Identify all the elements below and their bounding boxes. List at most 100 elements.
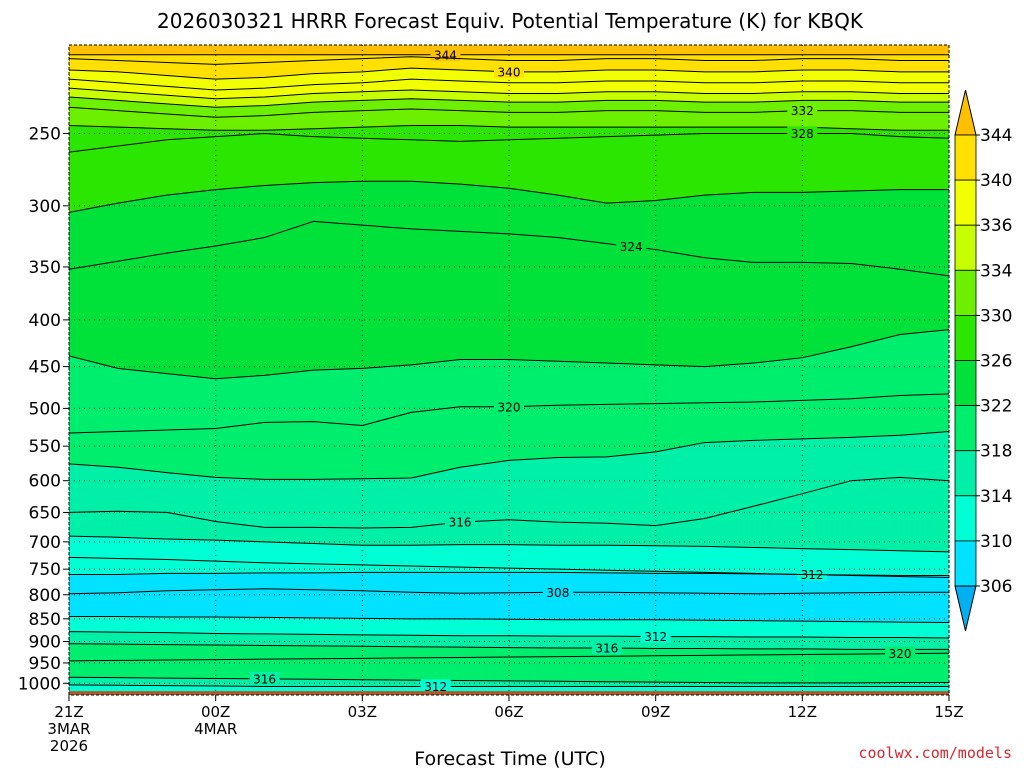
band-fill — [69, 653, 949, 683]
colorbar-label: 334 — [980, 261, 1012, 281]
contour-line — [69, 631, 949, 639]
x-tick-label: 09Z — [641, 703, 670, 721]
colorbar-swatch — [954, 540, 977, 587]
contour-label: 340 — [498, 65, 521, 79]
colorbar-swatch — [954, 495, 977, 542]
contour-line — [69, 329, 949, 380]
band-fill — [69, 477, 949, 552]
x-tick-label: 00Z — [201, 703, 230, 721]
contour-line — [69, 56, 949, 65]
colorbar-label: 314 — [980, 487, 1012, 507]
band-fill — [69, 79, 949, 99]
y-axis: 2503003504004505005506006507007508008509… — [18, 124, 69, 694]
contour-label-bg — [494, 64, 524, 78]
colorbar-label: 330 — [980, 306, 1012, 326]
band-fill — [69, 107, 949, 131]
band-fill — [69, 181, 949, 276]
band-fill — [69, 133, 949, 213]
colorbar-swatch — [954, 314, 977, 361]
colorbar-label: 310 — [980, 532, 1012, 552]
x-axis-label: Forecast Time (UTC) — [414, 748, 605, 768]
colorbar-label: 306 — [980, 577, 1012, 597]
y-tick-label: 550 — [29, 437, 61, 457]
band-fill — [69, 393, 949, 480]
colorbar-label: 318 — [980, 442, 1012, 462]
colorbar-swatch — [954, 360, 977, 406]
x-tick-label: 12Z — [788, 703, 817, 721]
contour-label: 312 — [644, 630, 667, 644]
credit-link[interactable]: coolwx.com/models — [858, 744, 1012, 762]
y-tick-label: 850 — [29, 610, 61, 630]
colorbar-swatch — [954, 405, 977, 452]
contour-label-bg — [787, 126, 818, 140]
contour-line — [69, 588, 949, 595]
y-tick-label: 600 — [29, 472, 61, 492]
contour-label: 320 — [498, 400, 521, 414]
y-tick-label: 400 — [29, 311, 61, 331]
contour-line — [69, 430, 949, 480]
colorbar-swatch — [954, 224, 977, 271]
x-tick-label: 06Z — [494, 703, 523, 721]
chart-title: 2026030321 HRRR Forecast Equiv. Potentia… — [157, 9, 864, 33]
colorbar-label: 326 — [980, 352, 1012, 372]
y-tick-label: 450 — [29, 358, 61, 378]
band-fill — [69, 54, 949, 65]
contour-label-bg — [640, 629, 671, 643]
contour-label: 324 — [620, 240, 643, 254]
y-tick-label: 350 — [29, 258, 61, 278]
y-tick-label: 750 — [29, 560, 61, 580]
y-tick-label: 1000 — [18, 674, 61, 694]
contour-line — [69, 535, 949, 553]
contour-label-bg — [885, 646, 916, 660]
contour-label-bg — [249, 671, 280, 685]
contour-line — [69, 476, 949, 529]
contour-label-bg — [445, 515, 476, 529]
contour-line — [69, 78, 949, 91]
colorbar-swatch — [954, 450, 977, 497]
contour-line — [69, 180, 949, 213]
contour-line — [69, 615, 949, 624]
colorbar-extend-high — [954, 89, 977, 136]
colorbar-label: 344 — [980, 126, 1012, 146]
x-tick-label: 03Z — [348, 703, 377, 721]
band-fill — [69, 88, 949, 108]
y-tick-label: 500 — [29, 399, 61, 419]
contour-line — [69, 87, 949, 100]
y-tick-label: 650 — [29, 503, 61, 523]
contour-label: 328 — [791, 127, 814, 141]
colorbar-label: 322 — [980, 397, 1012, 417]
contour-label: 312 — [424, 680, 447, 694]
y-tick-label: 300 — [29, 197, 61, 217]
x-tick-label: 15Z — [934, 703, 963, 721]
y-tick-label: 900 — [29, 632, 61, 652]
band-fill — [69, 616, 949, 638]
colorbar-swatch — [954, 179, 977, 226]
contour-label: 332 — [791, 104, 814, 118]
contour-label: 316 — [253, 672, 276, 686]
fill-bands — [69, 45, 949, 695]
colorbar-label: 340 — [980, 171, 1012, 191]
x-tick-label: 21Z — [54, 703, 83, 721]
colorbar-extend-low — [954, 585, 977, 632]
colorbar-swatch — [954, 269, 977, 316]
band-fill — [69, 572, 949, 594]
y-tick-label: 700 — [29, 533, 61, 553]
x-tick-label: 3MAR — [47, 720, 90, 738]
y-tick-label: 800 — [29, 586, 61, 606]
band-fill — [69, 643, 949, 661]
contour-line — [69, 220, 949, 277]
y-tick-label: 950 — [29, 654, 61, 674]
y-tick-label: 250 — [29, 124, 61, 144]
band-fill — [69, 329, 949, 433]
colorbar-swatch — [954, 134, 977, 181]
band-fill — [69, 68, 949, 90]
band-fill — [69, 125, 949, 153]
contour-label: 316 — [595, 642, 618, 656]
band-fill — [69, 431, 949, 528]
x-tick-label: 4MAR — [194, 720, 237, 738]
contour-lines: 344 340 332 328 324 320 316 312 308 312 316 320 316 3… — [69, 47, 949, 694]
contour-line — [69, 571, 949, 576]
plot-area: 344 340 332 328 324 320 316 312 308 312 316 320 316 3… — [69, 45, 949, 695]
